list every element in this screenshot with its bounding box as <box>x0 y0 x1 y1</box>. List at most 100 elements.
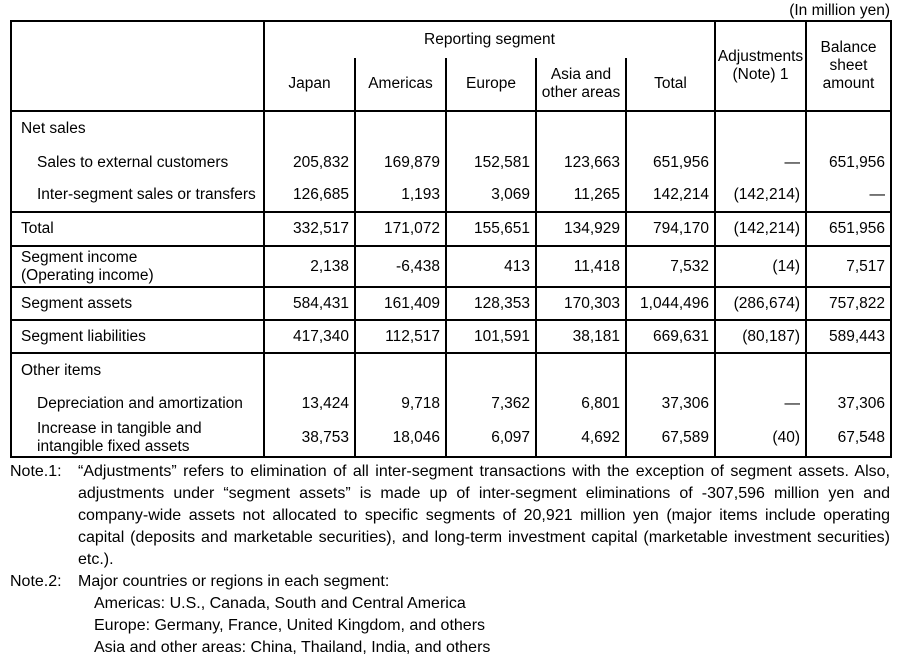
table-cell: 37,306 <box>625 387 716 420</box>
table-cell <box>805 352 892 387</box>
header-americas: Americas <box>354 58 447 112</box>
table-cell: 332,517 <box>263 211 356 246</box>
header-adjustments: Adjustments (Note) 1 <box>714 21 807 111</box>
note-1-text: “Adjustments” refers to elimination of a… <box>78 463 890 568</box>
table-row-increase-fixed-assets: Increase in tangible and intangible fixe… <box>10 420 892 457</box>
table-cell <box>714 110 807 146</box>
row-label: Segment liabilities <box>10 319 265 353</box>
table-cell: 6,801 <box>535 387 627 420</box>
row-label: Depreciation and amortization <box>10 387 265 420</box>
table-cell: (14) <box>714 245 807 287</box>
header-balance-sheet-amount: Balance sheet amount <box>805 21 892 111</box>
table-cell: (286,674) <box>714 286 807 320</box>
table-row-other-items: Other items <box>10 352 892 387</box>
table-cell: 67,548 <box>805 420 892 457</box>
segment-table: Reporting segment Adjustments (Note) 1 B… <box>10 20 892 458</box>
table-cell: 112,517 <box>354 319 447 353</box>
header-japan: Japan <box>263 58 356 112</box>
note-1: Note.1: “Adjustments” refers to eliminati… <box>10 461 890 571</box>
unit-label: (In million yen) <box>789 2 890 19</box>
table-cell: 11,418 <box>535 245 627 287</box>
table-cell: 1,044,496 <box>625 286 716 320</box>
table-cell: 123,663 <box>535 146 627 179</box>
table-row-segment-liabilities: Segment liabilities 417,340 112,517 101,… <box>10 319 892 353</box>
table-cell <box>625 110 716 146</box>
note-2-label: Note.2: <box>10 573 62 590</box>
table-cell: 651,956 <box>805 146 892 179</box>
table-cell <box>445 352 537 387</box>
table-row-segment-income: Segment income (Operating income) 2,138 … <box>10 245 892 287</box>
table-row-total: Total 332,517 171,072 155,651 134,929 79… <box>10 211 892 246</box>
row-label: Net sales <box>10 110 265 146</box>
table-cell: 38,753 <box>263 420 356 457</box>
table-cell: 161,409 <box>354 286 447 320</box>
table-cell: 101,591 <box>445 319 537 353</box>
table-cell: 7,362 <box>445 387 537 420</box>
table-cell: 205,832 <box>263 146 356 179</box>
header-total: Total <box>625 58 716 112</box>
table-cell: 37,306 <box>805 387 892 420</box>
table-cell <box>625 352 716 387</box>
table-cell: 18,046 <box>354 420 447 457</box>
table-cell: 126,685 <box>263 179 356 212</box>
table-cell: 4,692 <box>535 420 627 457</box>
table-cell: 155,651 <box>445 211 537 246</box>
header-reporting-segment: Reporting segment <box>263 21 716 58</box>
table-cell: 651,956 <box>625 146 716 179</box>
table-cell: (40) <box>714 420 807 457</box>
table-row-intersegment-sales: Inter-segment sales or transfers 126,685… <box>10 179 892 212</box>
row-label: Segment income (Operating income) <box>10 245 265 287</box>
table-cell: 134,929 <box>535 211 627 246</box>
table-cell: 171,072 <box>354 211 447 246</box>
table-cell: 669,631 <box>625 319 716 353</box>
note-2-text: Major countries or regions in each segme… <box>78 573 390 590</box>
table-cell: — <box>714 387 807 420</box>
table-cell: — <box>805 179 892 212</box>
table-cell: (142,214) <box>714 211 807 246</box>
note-2-asia: Asia and other areas: China, Thailand, I… <box>94 639 491 656</box>
row-label: Total <box>10 211 265 246</box>
table-cell <box>354 352 447 387</box>
header-europe: Europe <box>445 58 537 112</box>
table-row-depreciation: Depreciation and amortization 13,424 9,7… <box>10 387 892 420</box>
table-row-net-sales: Net sales <box>10 110 892 146</box>
table-cell <box>445 110 537 146</box>
table-cell: 13,424 <box>263 387 356 420</box>
table-cell: 152,581 <box>445 146 537 179</box>
table-cell <box>714 352 807 387</box>
note-2: Note.2: Major countries or regions in eac… <box>10 571 890 593</box>
row-label: Sales to external customers <box>10 146 265 179</box>
table-cell: — <box>714 146 807 179</box>
row-label: Inter-segment sales or transfers <box>10 179 265 212</box>
note-2-americas: Americas: U.S., Canada, South and Centra… <box>94 595 466 612</box>
table-cell: 142,214 <box>625 179 716 212</box>
note-2-europe: Europe: Germany, France, United Kingdom,… <box>94 617 486 634</box>
header-asia-other-areas: Asia and other areas <box>535 58 627 112</box>
table-cell <box>805 110 892 146</box>
table-cell <box>354 110 447 146</box>
table-cell: 584,431 <box>263 286 356 320</box>
table-cell <box>535 110 627 146</box>
table-cell: 170,303 <box>535 286 627 320</box>
table-cell: 413 <box>445 245 537 287</box>
table-cell <box>535 352 627 387</box>
table-cell: (80,187) <box>714 319 807 353</box>
table-cell: 9,718 <box>354 387 447 420</box>
table-cell: 67,589 <box>625 420 716 457</box>
notes-section: Note.1: “Adjustments” refers to eliminati… <box>10 461 890 659</box>
table-cell: 38,181 <box>535 319 627 353</box>
table-cell: 417,340 <box>263 319 356 353</box>
table-cell: 2,138 <box>263 245 356 287</box>
row-label: Segment assets <box>10 286 265 320</box>
table-row-sales-external: Sales to external customers 205,832 169,… <box>10 146 892 179</box>
table-cell: 169,879 <box>354 146 447 179</box>
table-cell: 11,265 <box>535 179 627 212</box>
table-cell <box>263 352 356 387</box>
table-cell: 794,170 <box>625 211 716 246</box>
table-cell: 7,532 <box>625 245 716 287</box>
table-cell: 6,097 <box>445 420 537 457</box>
row-label: Other items <box>10 352 265 387</box>
table-cell: 3,069 <box>445 179 537 212</box>
table-cell: 757,822 <box>805 286 892 320</box>
